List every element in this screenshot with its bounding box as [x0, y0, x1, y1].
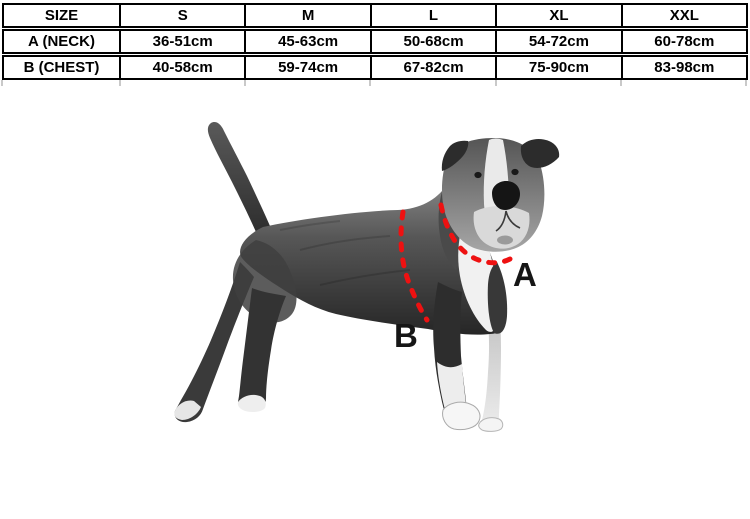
dog-shoulder-shade	[487, 262, 508, 334]
value-cell: 75-90cm	[495, 57, 620, 78]
table-ruler-tick	[369, 80, 371, 86]
value-cell: 83-98cm	[620, 57, 746, 78]
value-cell: 50-68cm	[369, 31, 495, 52]
dog-chin-shade	[497, 235, 513, 245]
table-header-row: SIZE S M L XL XXL	[2, 3, 748, 28]
header-cell-l: L	[369, 5, 495, 26]
value-cell: 54-72cm	[495, 31, 620, 52]
dog-hind-leg-far	[174, 262, 254, 423]
dog-mouth	[495, 210, 521, 232]
header-cell-xl: XL	[495, 5, 620, 26]
value-cell: 60-78cm	[620, 31, 746, 52]
table-row-chest: B (CHEST) 40-58cm 59-74cm 67-82cm 75-90c…	[2, 55, 748, 80]
table-row-neck: A (NECK) 36-51cm 45-63cm 50-68cm 54-72cm…	[2, 29, 748, 54]
value-cell: 36-51cm	[119, 31, 244, 52]
header-cell-s: S	[119, 5, 244, 26]
table-ruler-tick	[1, 80, 3, 86]
dog-hind-leg-near	[238, 288, 286, 412]
header-cell-m: M	[244, 5, 369, 26]
fur-texture	[279, 220, 411, 286]
header-cell-size: SIZE	[44, 7, 79, 24]
size-chart-table: SIZE S M L XL XXL A (NECK) 36-51cm 45-63…	[2, 3, 748, 81]
neck-label: A	[513, 256, 537, 293]
dog-front-paw-far	[478, 417, 504, 432]
dog-hind-paw-far	[174, 400, 201, 420]
dog-muzzle	[473, 206, 530, 249]
value-cell: 40-58cm	[119, 57, 244, 78]
dog-front-paw-near	[442, 401, 481, 431]
dog-hind-paw-near	[237, 394, 266, 412]
table-ruler-tick	[745, 80, 747, 86]
value-cell: 59-74cm	[244, 57, 369, 78]
value-cell: 67-82cm	[369, 57, 495, 78]
dog-ear-right	[520, 138, 560, 168]
row-label-cell: A (NECK)	[28, 33, 95, 50]
value-cell: 45-63cm	[244, 31, 369, 52]
header-cell-xxl: XXL	[620, 5, 746, 26]
row-label-cell: B (CHEST)	[23, 59, 100, 76]
table-ruler-tick	[495, 80, 497, 86]
dog-ear-left	[441, 140, 469, 171]
dog-eye-left	[474, 171, 482, 179]
dog-illustration	[174, 121, 560, 432]
neck-measure-line	[438, 202, 513, 266]
chest-measure-line	[398, 209, 430, 323]
table-ruler-tick	[620, 80, 622, 86]
table-ruler-tick	[244, 80, 246, 86]
dog-nose	[492, 181, 520, 210]
dog-tail	[207, 121, 270, 232]
table-ruler-tick	[119, 80, 121, 86]
chest-label: B	[394, 317, 418, 354]
dog-eye-right	[511, 168, 519, 176]
